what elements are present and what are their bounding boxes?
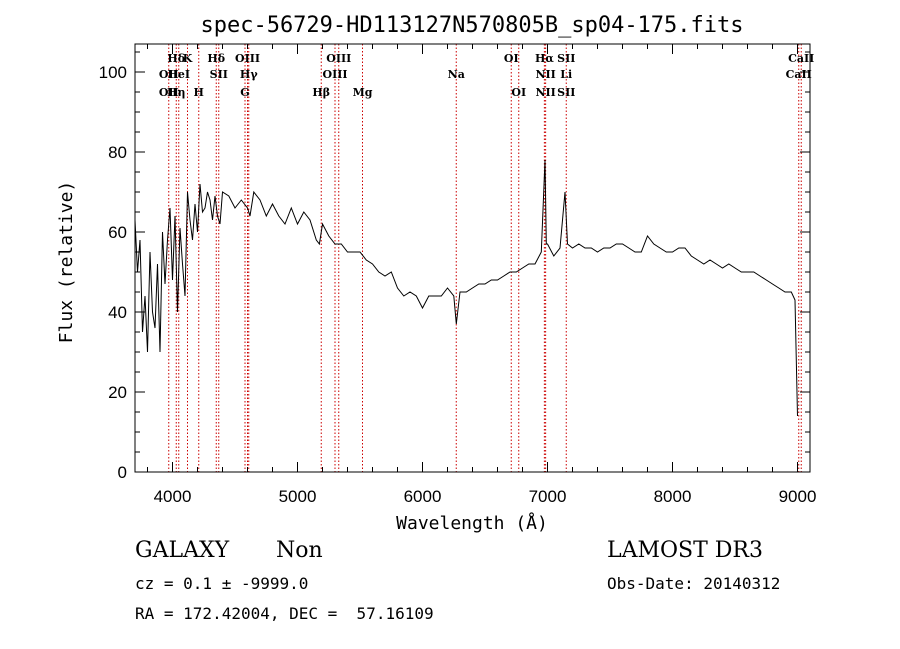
x-axis-label: Wavelength (Å) [396,512,548,534]
line-marker-label: CaII [786,68,812,81]
y-axis-ticks: 0 20 40 60 80 100 [99,51,810,482]
y-tick-label: 60 [108,223,127,242]
line-marker-label: OIII [322,68,347,81]
emission-line-markers [168,44,802,472]
line-marker-label: OII [159,68,179,81]
line-marker-label: OI [511,86,526,99]
line-marker-label: Hη [167,86,185,99]
line-marker-label: NII [535,68,555,81]
line-marker-label: SII [557,52,575,65]
y-tick-label: 20 [108,383,127,402]
coordinates-line: RA = 172.42004, DEC = 57.16109 [135,604,434,623]
line-marker-label: NII [535,86,555,99]
x-tick-label: 4000 [154,487,192,506]
y-tick-label: 100 [99,63,127,82]
line-marker-label: Na [448,68,465,81]
line-marker-label: Hδ [207,52,225,65]
observation-date: Obs-Date: 20140312 [607,574,781,593]
object-subclass: Non [276,538,323,563]
x-tick-label: 9000 [779,487,817,506]
line-marker-label: K [183,52,193,65]
x-tick-label: 7000 [529,487,567,506]
line-marker-label: OIII [235,52,260,65]
line-marker-label: Mg [353,86,373,99]
object-class: GALAXY [135,538,230,563]
line-marker-label: G [240,86,249,99]
y-tick-label: 40 [108,303,127,322]
x-axis-ticks: 4000 5000 6000 7000 8000 9000 [147,44,817,506]
survey-name: LAMOST DR3 [607,538,763,563]
line-marker-label: Hβ [312,86,330,99]
line-marker-label: H [194,86,204,99]
y-tick-label: 0 [118,463,127,482]
spectrum-line [134,159,798,417]
line-marker-label: OIII [326,52,351,65]
x-tick-label: 6000 [404,487,442,506]
emission-line-labels: OII OII Hδ HeI Hη K H Hδ SII OIII Hγ G Hβ OIII OIII Mg N… [159,52,815,99]
line-marker-label: Hγ [240,68,258,81]
y-axis-label: Flux (relative) [56,181,77,344]
x-tick-label: 5000 [279,487,317,506]
line-marker-label: OII [159,86,179,99]
line-marker-label: SII [210,68,228,81]
chart-title: spec-56729-HD113127N570805B_sp04-175.fit… [200,13,743,38]
y-tick-label: 80 [108,143,127,162]
plot-frame [134,43,811,473]
spectrum-chart: spec-56729-HD113127N570805B_sp04-175.fit… [56,13,817,534]
redshift-line: cz = 0.1 ± -9999.0 [135,574,309,593]
line-marker-label: Hδ [167,52,185,65]
line-marker-label: HeI [167,68,190,81]
x-tick-label: 8000 [654,487,692,506]
line-marker-label: CaII [788,52,814,65]
line-marker-label: SII [557,86,575,99]
line-marker-label: OI [504,52,519,65]
line-marker-label: Hα [535,52,554,65]
line-marker-label: Li [560,68,572,81]
